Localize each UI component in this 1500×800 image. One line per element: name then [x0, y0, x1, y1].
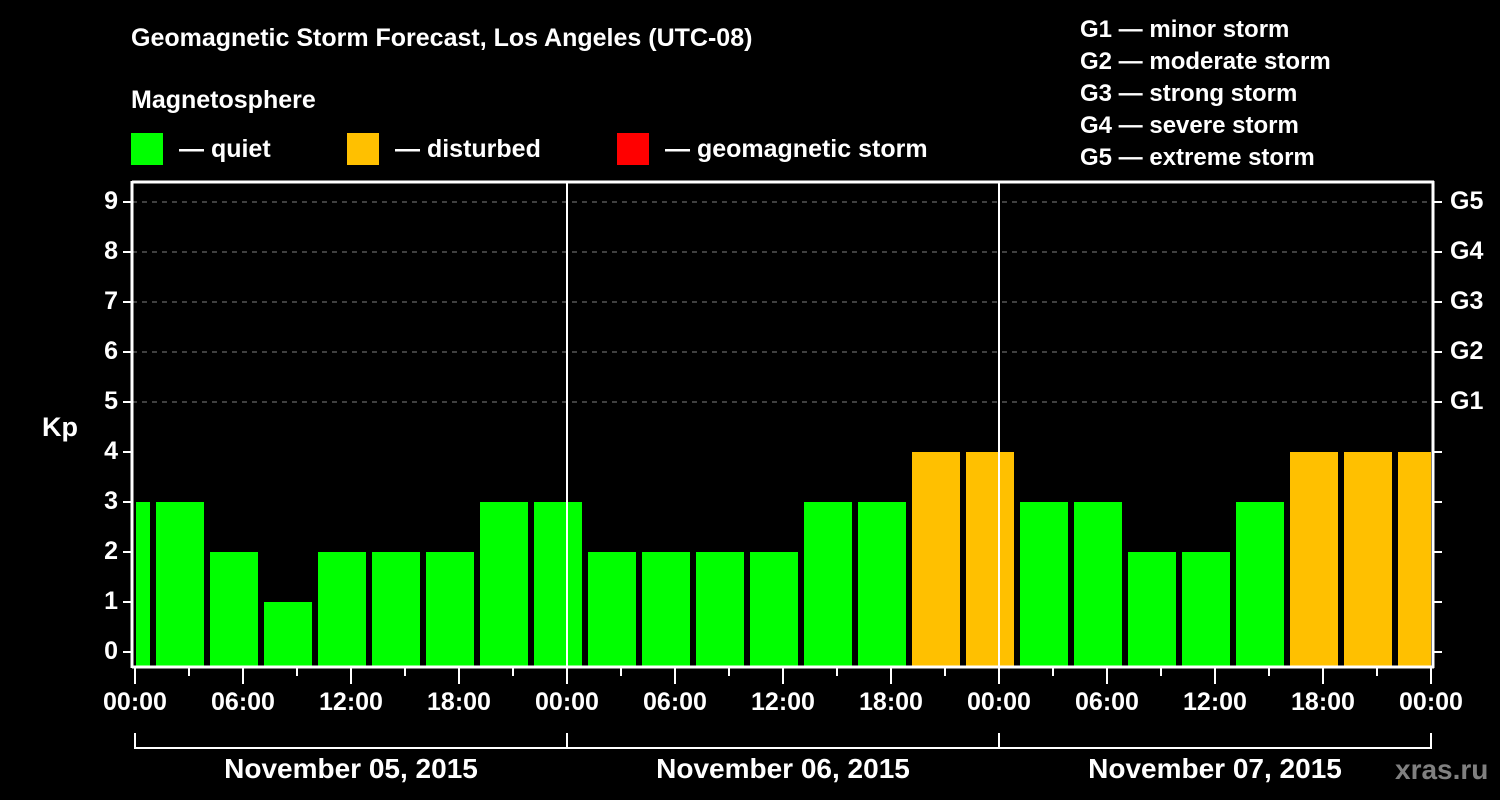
- kp-bar: [858, 502, 906, 667]
- x-tick-label: 12:00: [751, 688, 815, 716]
- g-scale-item: G2 — moderate storm: [1080, 48, 1331, 75]
- date-label: November 05, 2015: [224, 753, 478, 784]
- chart-title: Geomagnetic Storm Forecast, Los Angeles …: [131, 24, 753, 52]
- disturbed-swatch-icon: [347, 133, 379, 165]
- legend-quiet-label: — quiet: [179, 134, 271, 163]
- g-scale-legend: G1 — minor storm G2 — moderate storm G3 …: [1080, 14, 1331, 174]
- kp-bar: [264, 602, 312, 667]
- brand-watermark: xras.ru: [1395, 754, 1489, 785]
- g-tick-label: G1: [1450, 387, 1484, 415]
- g-tick-label: G4: [1450, 237, 1484, 265]
- magnetosphere-label: Magnetosphere: [131, 86, 316, 114]
- storm-swatch-icon: [617, 133, 649, 165]
- legend-quiet: — quiet: [131, 133, 271, 165]
- kp-bar: [1344, 452, 1392, 667]
- y-tick-label: 8: [104, 237, 118, 265]
- g-scale-item: G5 — extreme storm: [1080, 144, 1315, 171]
- kp-bar: [1398, 452, 1431, 667]
- x-tick-label: 00:00: [967, 688, 1031, 716]
- y-tick-label: 2: [104, 537, 118, 565]
- kp-bar: [966, 452, 1014, 667]
- x-tick-label: 06:00: [643, 688, 707, 716]
- kp-bar: [1128, 552, 1176, 667]
- kp-bar: [1074, 502, 1122, 667]
- g-tick-label: G2: [1450, 337, 1484, 365]
- kp-bar: [480, 502, 528, 667]
- legend-storm: — geomagnetic storm: [617, 133, 928, 165]
- kp-bar: [912, 452, 960, 667]
- y-tick-label: 3: [104, 487, 118, 515]
- kp-bar: [210, 552, 258, 667]
- kp-bar: [804, 502, 852, 667]
- g-scale-item: G3 — strong storm: [1080, 80, 1298, 107]
- kp-bar: [1182, 552, 1230, 667]
- x-tick-label: 18:00: [859, 688, 923, 716]
- x-tick-label: 18:00: [1291, 688, 1355, 716]
- kp-bar: [588, 552, 636, 667]
- g-tick-label: G3: [1450, 287, 1484, 315]
- y-tick-label: 1: [104, 587, 118, 615]
- kp-bar: [1236, 502, 1284, 667]
- y-tick-label: 6: [104, 337, 118, 365]
- kp-bar: [426, 552, 474, 667]
- x-tick-label: 18:00: [427, 688, 491, 716]
- y-tick-label: 5: [104, 387, 118, 415]
- kp-bar: [136, 502, 150, 667]
- x-tick-label: 06:00: [1075, 688, 1139, 716]
- legend-disturbed-label: — disturbed: [395, 134, 541, 163]
- y-tick-label: 4: [104, 437, 118, 465]
- y-tick-label: 7: [104, 287, 118, 315]
- y-axis-label: Kp: [42, 412, 78, 442]
- x-tick-label: 00:00: [535, 688, 599, 716]
- kp-bar: [318, 552, 366, 667]
- y-tick-label: 0: [104, 637, 118, 665]
- kp-bar: [1290, 452, 1338, 667]
- x-tick-label: 06:00: [211, 688, 275, 716]
- quiet-swatch-icon: [131, 133, 163, 165]
- g-scale-item: G1 — minor storm: [1080, 16, 1290, 43]
- kp-bar: [156, 502, 204, 667]
- x-tick-label: 12:00: [1183, 688, 1247, 716]
- kp-bar: [642, 552, 690, 667]
- g-tick-label: G5: [1450, 187, 1484, 215]
- kp-bar: [534, 502, 582, 667]
- y-tick-label: 9: [104, 187, 118, 215]
- legend-disturbed: — disturbed: [347, 133, 541, 165]
- x-tick-label: 12:00: [319, 688, 383, 716]
- legend-storm-label: — geomagnetic storm: [665, 134, 928, 163]
- kp-bar: [696, 552, 744, 667]
- x-tick-label: 00:00: [103, 688, 167, 716]
- g-scale-item: G4 — severe storm: [1080, 112, 1299, 139]
- kp-bar: [1020, 502, 1068, 667]
- kp-bar: [372, 552, 420, 667]
- kp-bar: [750, 552, 798, 667]
- date-label: November 06, 2015: [656, 753, 910, 784]
- date-label: November 07, 2015: [1088, 753, 1342, 784]
- x-tick-label: 00:00: [1399, 688, 1463, 716]
